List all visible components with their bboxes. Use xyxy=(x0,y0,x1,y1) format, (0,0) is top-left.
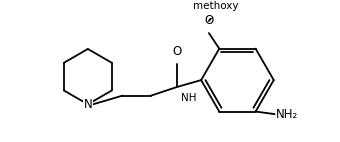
Text: N: N xyxy=(84,98,92,111)
Text: O: O xyxy=(204,14,214,27)
Text: NH₂: NH₂ xyxy=(276,108,299,121)
Text: methoxy: methoxy xyxy=(193,1,239,11)
Text: O: O xyxy=(172,45,182,58)
Text: NH: NH xyxy=(181,93,197,103)
